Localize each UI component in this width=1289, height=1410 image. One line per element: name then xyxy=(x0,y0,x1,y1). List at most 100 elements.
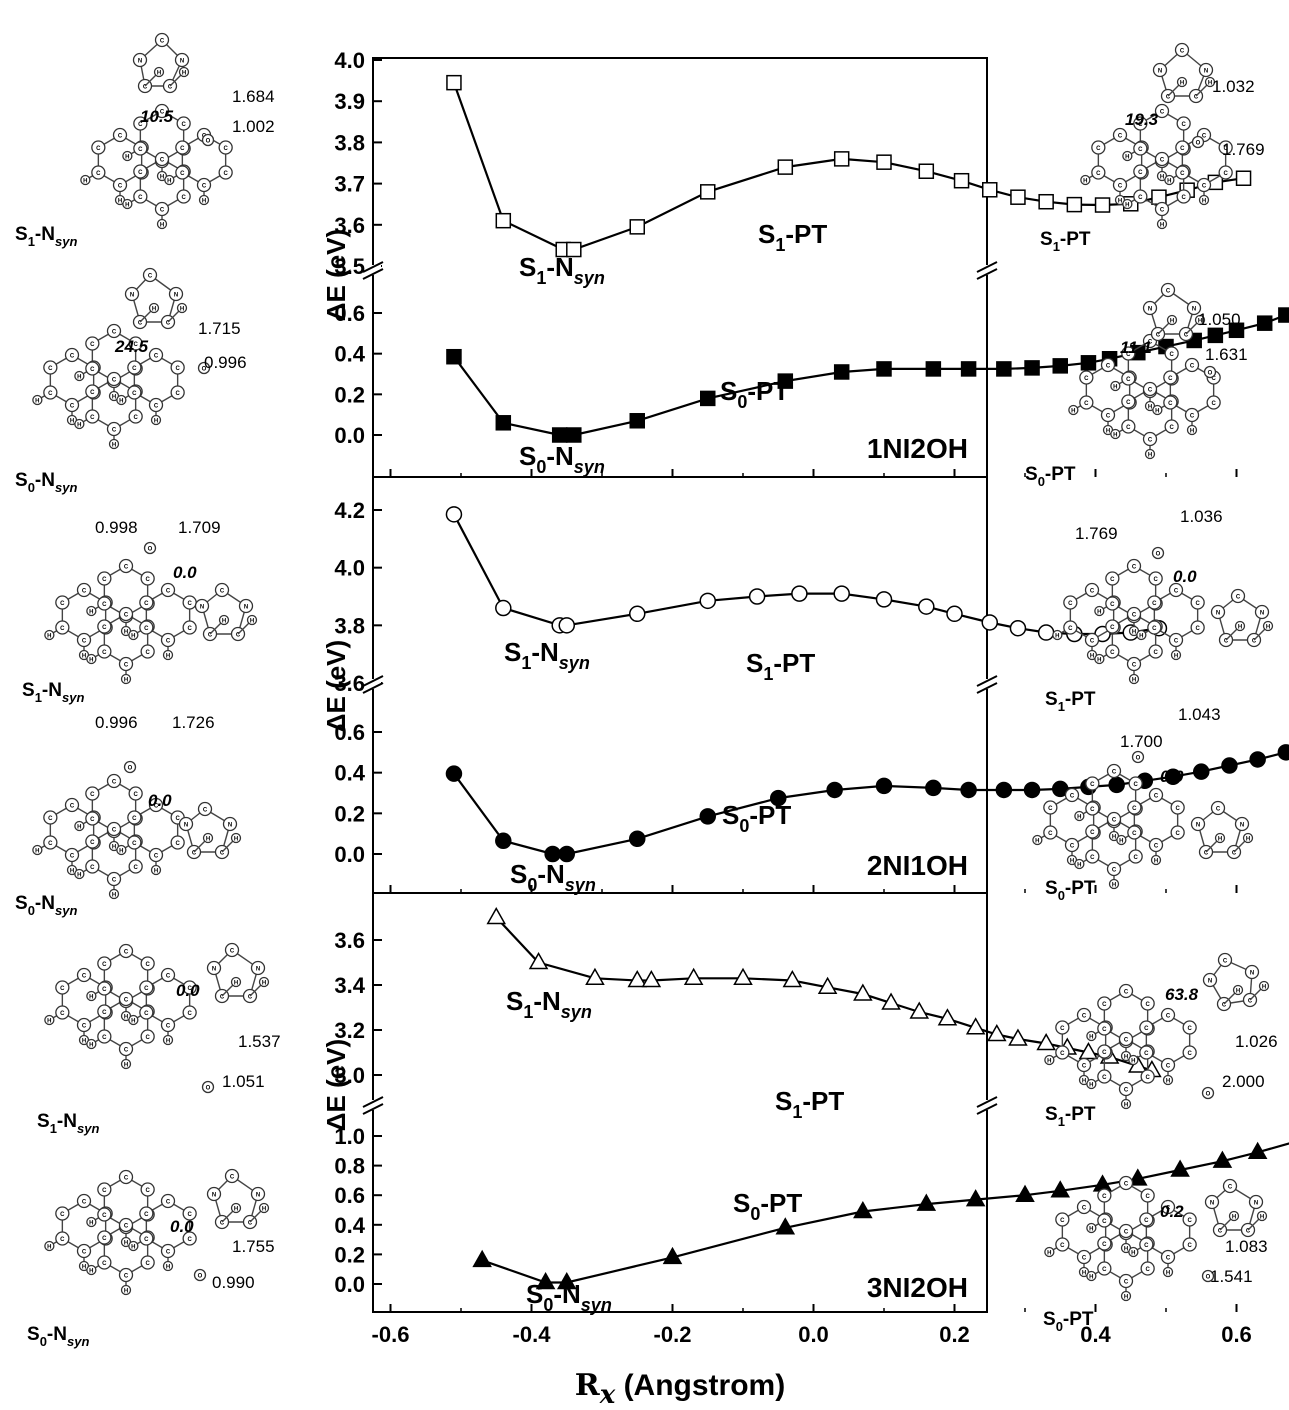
atom-carbon xyxy=(1196,177,1212,193)
data-point xyxy=(556,1271,577,1290)
atom-carbon xyxy=(160,1017,176,1033)
right-structure-label: S0-PT xyxy=(1025,464,1076,489)
bond-length: 1.684 xyxy=(232,87,275,106)
bond-length: 1.631 xyxy=(1205,345,1248,364)
atom-carbon xyxy=(148,397,164,413)
atom-carbon xyxy=(97,1207,112,1222)
right-structure-label: S1-PT xyxy=(1045,1104,1096,1129)
axis-break-gap xyxy=(979,679,995,689)
atom-carbon xyxy=(170,360,185,375)
left-structure-label-part-2: -N xyxy=(57,1111,77,1132)
atom-label: C xyxy=(132,366,137,372)
atom-carbon xyxy=(64,847,80,863)
atom-hydrogen xyxy=(218,614,230,626)
left-structure-label: S1-Nsyn xyxy=(15,224,77,249)
atom-hydrogen xyxy=(122,198,133,210)
atom-oxygen xyxy=(1131,750,1145,764)
state-annotation: S1-PT xyxy=(746,648,815,684)
atom-carbon xyxy=(1128,849,1143,864)
atom-label: H xyxy=(1208,81,1212,87)
atom-label: H xyxy=(131,1019,135,1025)
atom-carbon xyxy=(85,786,100,801)
atom-label: C xyxy=(132,816,137,822)
left-structure-label: S1-Nsyn xyxy=(22,680,84,705)
atom-label: C xyxy=(132,391,137,397)
atom-carbon xyxy=(133,116,148,131)
dihedral-angle: 19.3 xyxy=(1125,110,1159,129)
x-axis-title-label_sub: x xyxy=(599,1380,616,1410)
atom-label: O xyxy=(206,139,211,145)
atom-hydrogen xyxy=(1156,218,1168,230)
atom-label: H xyxy=(1097,610,1101,616)
atom-carbon xyxy=(43,385,58,400)
atom-hydrogen xyxy=(1116,834,1127,846)
atom-carbon xyxy=(1076,1007,1092,1023)
atom-carbon xyxy=(139,1231,154,1246)
atom-nitrogen xyxy=(1248,1194,1264,1210)
atom-label: C xyxy=(90,367,95,373)
atom-label: O xyxy=(1196,141,1201,147)
atom-label: C xyxy=(48,366,53,372)
right-structure-label-part-2: -PT xyxy=(1065,689,1096,710)
atom-label: C xyxy=(1082,1014,1087,1020)
atom-label: C xyxy=(112,330,117,336)
atom-label: N xyxy=(1196,823,1200,829)
state-annotation-part-0: S xyxy=(506,986,523,1016)
atom-label: C xyxy=(166,1250,171,1256)
atom-label: H xyxy=(1148,453,1152,459)
atom-label: C xyxy=(145,650,150,656)
atom-label: H xyxy=(1113,385,1117,391)
atom-label: C xyxy=(102,1188,107,1194)
atom-label: C xyxy=(187,1212,192,1218)
data-point xyxy=(495,599,512,617)
atom-label: C xyxy=(70,854,75,860)
atom-label: C xyxy=(1180,171,1185,177)
state-annotation-part-3: syn xyxy=(581,1295,612,1315)
atom-carbon xyxy=(112,177,128,193)
atom-carbon xyxy=(1084,632,1100,648)
atom-nitrogen xyxy=(1202,972,1218,988)
atom-carbon xyxy=(1133,189,1148,204)
atom-hydrogen xyxy=(156,218,168,230)
atom-label: C xyxy=(166,974,171,980)
data-point xyxy=(1038,193,1054,210)
atom-carbon xyxy=(55,1231,70,1246)
data-point xyxy=(982,182,998,198)
atom-carbon xyxy=(97,644,112,659)
y-tick-label: 4.2 xyxy=(334,498,365,523)
axis-break-gap xyxy=(979,1100,995,1110)
atom-label: C xyxy=(102,987,107,993)
data-point xyxy=(946,605,963,623)
panel-label: 2NI1OH xyxy=(867,850,968,881)
atom-label: C xyxy=(192,851,197,857)
data-point xyxy=(1023,781,1041,799)
atom-label: C xyxy=(1070,844,1075,850)
axis-break-gap xyxy=(365,1100,381,1110)
atom-carbon xyxy=(118,558,134,574)
atom-carbon xyxy=(148,847,164,863)
y-tick-label: 4.0 xyxy=(334,48,365,73)
atom-label: C xyxy=(124,663,129,669)
left-structure-label: S1-Nsyn xyxy=(37,1111,99,1136)
atom-label: H xyxy=(234,981,238,987)
atom-carbon xyxy=(1079,395,1094,410)
state-annotation-part-1: 0 xyxy=(543,1295,553,1315)
atom-label: H xyxy=(131,634,135,640)
data-point xyxy=(1207,327,1224,344)
atom-carbon xyxy=(85,811,100,826)
atom-label: C xyxy=(248,995,253,1001)
data-point xyxy=(1108,776,1125,794)
atom-carbon xyxy=(1140,1188,1155,1203)
right-structure-4: HHHHHHHHCCCCCCCCCCCCCCCCCCCCCCCCCNCCNHHO… xyxy=(1044,952,1278,1129)
atom-label: C xyxy=(1082,1206,1087,1212)
atom-carbon xyxy=(1210,800,1226,816)
atom-label: C xyxy=(1068,601,1073,607)
left-structure-label-part-0: S xyxy=(27,1324,40,1345)
left-structure-label-part-2: -N xyxy=(47,1324,67,1345)
atom-label: C xyxy=(1102,1194,1107,1200)
atom-label: C xyxy=(1194,95,1199,101)
atom-label: C xyxy=(1132,831,1137,837)
atom-hydrogen xyxy=(1044,1054,1055,1066)
atom-label: H xyxy=(154,419,158,425)
atom-label: C xyxy=(1195,601,1200,607)
